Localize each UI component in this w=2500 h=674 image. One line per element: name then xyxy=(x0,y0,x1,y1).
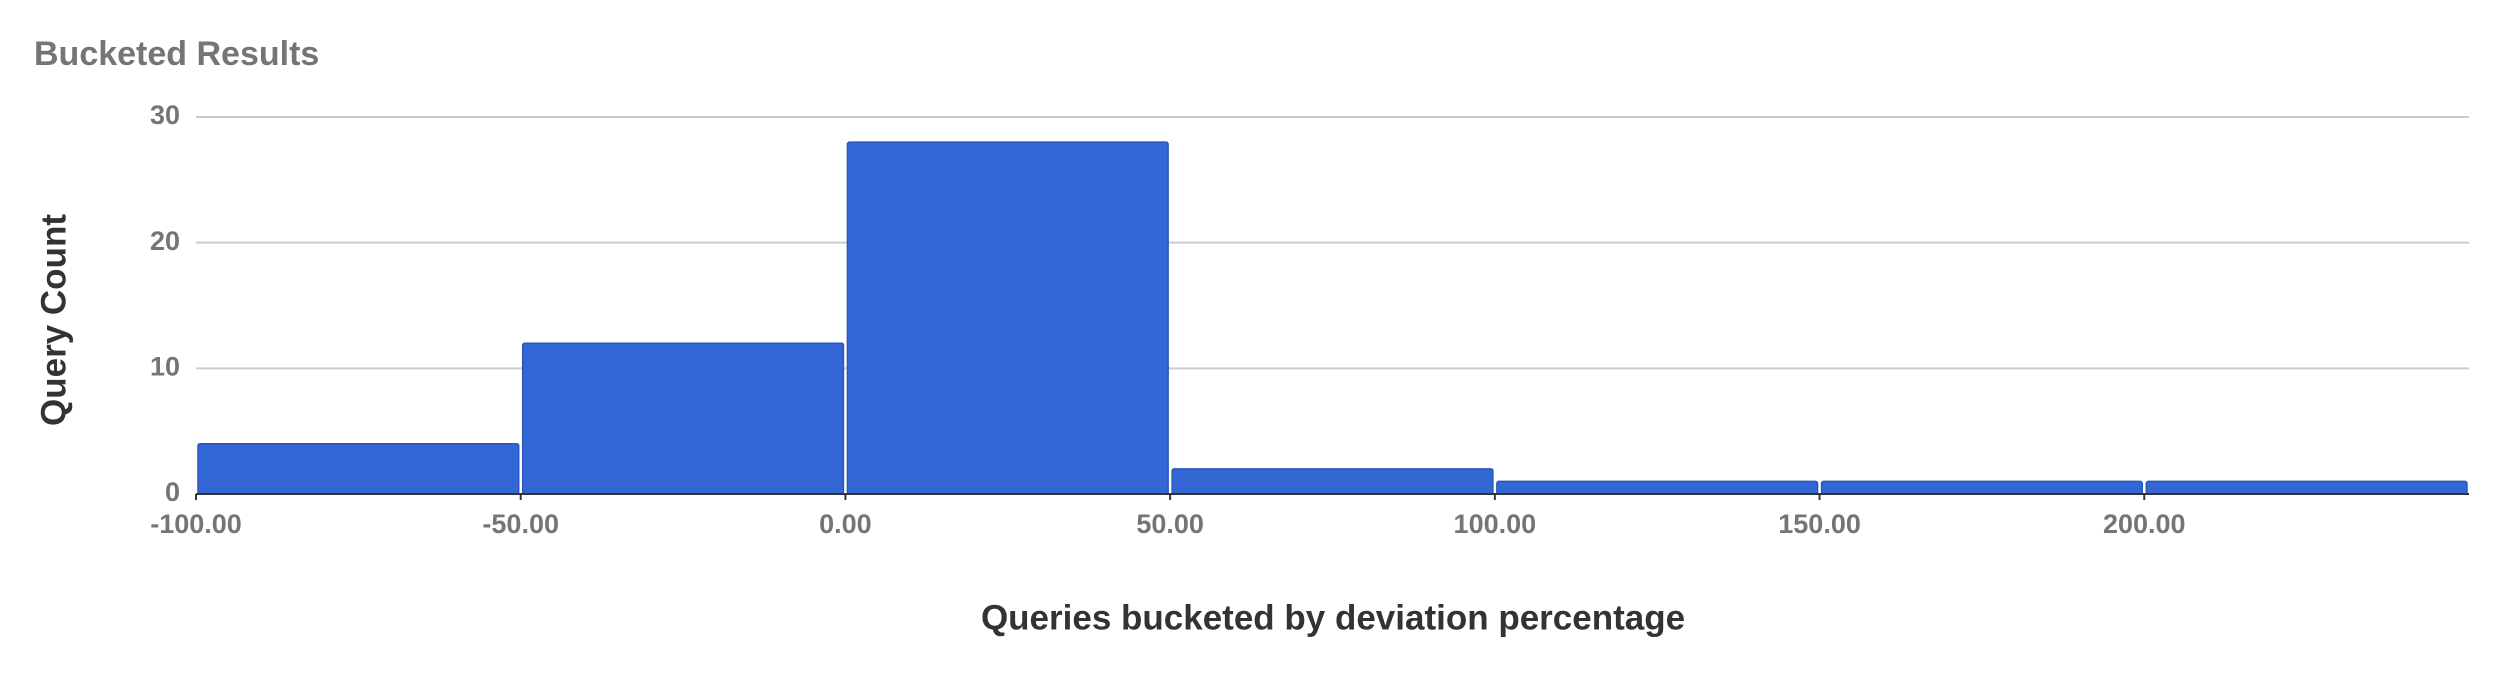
x-tick-label: 200.00 xyxy=(2103,509,2186,539)
bar xyxy=(1820,480,2144,495)
bar xyxy=(521,342,845,495)
x-axis-label: Queries bucketed by deviation percentage xyxy=(981,598,1685,637)
y-axis-label: Query Count xyxy=(34,214,73,426)
bar xyxy=(197,442,520,495)
bar xyxy=(1496,480,1819,495)
y-tick-label: 30 xyxy=(150,100,180,130)
x-tick-label: 100.00 xyxy=(1454,509,1537,539)
bar xyxy=(846,141,1169,495)
x-tick-label: -100.00 xyxy=(150,509,242,539)
y-tick-label: 0 xyxy=(165,477,180,507)
bar xyxy=(1171,468,1494,495)
chart-title: Bucketed Results xyxy=(34,35,319,73)
y-tick-label: 10 xyxy=(150,351,180,381)
x-tick-label: 150.00 xyxy=(1778,509,1861,539)
bar xyxy=(2145,480,2468,495)
x-tick-label: 0.00 xyxy=(819,509,872,539)
x-tick-label: 50.00 xyxy=(1136,509,1204,539)
y-tick-label: 20 xyxy=(150,226,180,256)
x-tick-label: -50.00 xyxy=(482,509,559,539)
